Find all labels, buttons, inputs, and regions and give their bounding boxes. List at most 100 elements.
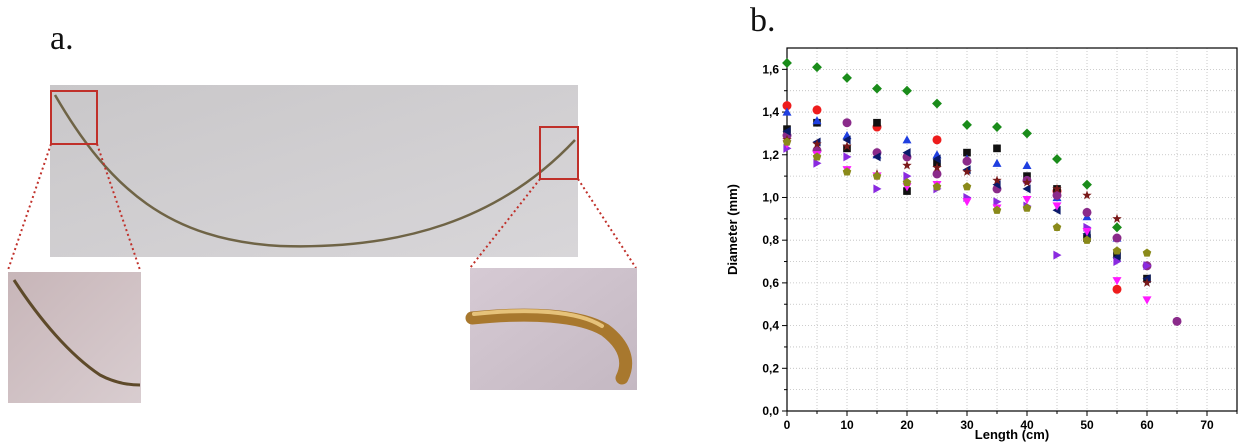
data-point xyxy=(1052,205,1061,215)
data-point xyxy=(842,167,852,176)
data-point xyxy=(1052,183,1062,193)
data-point xyxy=(992,205,1002,214)
data-point xyxy=(1172,316,1182,326)
connector-left-1 xyxy=(7,143,52,271)
hair-strand xyxy=(53,94,576,248)
data-point xyxy=(782,137,792,146)
data-point xyxy=(1082,190,1092,200)
data-point xyxy=(873,184,882,194)
data-point xyxy=(812,139,822,149)
y-tick-label: 0,8 xyxy=(762,233,779,247)
data-point xyxy=(1082,179,1092,190)
y-tick-label: 1,6 xyxy=(762,62,779,76)
data-point xyxy=(1022,177,1032,187)
connector-right-2 xyxy=(577,178,637,269)
data-point xyxy=(902,178,912,187)
y-axis-label: Diameter (mm) xyxy=(725,184,740,275)
data-point xyxy=(932,135,942,145)
plot-frame xyxy=(786,47,1238,412)
data-point xyxy=(962,198,972,207)
data-point xyxy=(1082,207,1092,217)
x-tick-label: 30 xyxy=(960,418,974,432)
data-point xyxy=(902,148,911,158)
data-point xyxy=(932,182,942,191)
data-point xyxy=(1052,190,1062,200)
data-point xyxy=(902,85,912,96)
data-point xyxy=(783,143,792,153)
zoom-box-left xyxy=(50,90,98,145)
data-point xyxy=(902,135,912,144)
zoom-box-right xyxy=(539,126,579,180)
data-point xyxy=(1082,235,1092,244)
data-point xyxy=(843,144,851,153)
data-point xyxy=(1112,233,1122,243)
chart-axes: 0 10 20 30 40 50 60 70 0,0 0,2 0,4 0,6 0,8 1,0 1,2 1,4 1… xyxy=(762,47,1238,432)
data-point xyxy=(782,57,792,68)
data-point xyxy=(812,152,822,161)
data-point xyxy=(962,166,972,176)
y-tick-label: 0,2 xyxy=(762,361,779,375)
y-tick-label: 0,0 xyxy=(762,404,779,418)
connector-left-2 xyxy=(96,143,141,271)
data-point xyxy=(1022,128,1032,139)
data-point xyxy=(1112,213,1122,223)
data-point xyxy=(812,62,822,73)
data-point xyxy=(812,116,822,125)
data-point xyxy=(1142,274,1151,284)
data-point xyxy=(1112,284,1122,294)
panel-a-label: a. xyxy=(50,20,74,57)
data-point xyxy=(962,182,972,191)
data-point xyxy=(1052,154,1062,164)
y-tick-label: 1,2 xyxy=(762,148,779,162)
data-point xyxy=(842,118,852,128)
data-point xyxy=(1112,252,1121,262)
inset-left-strand xyxy=(12,279,141,387)
data-point xyxy=(962,119,972,130)
diameter-length-chart: 0 10 20 30 40 50 60 70 0,0 0,2 0,4 0,6 0,8 1,0 1,2 1,4 1… xyxy=(725,47,1238,442)
inset-right-strand xyxy=(465,308,633,385)
data-point xyxy=(1052,202,1062,211)
data-point xyxy=(1022,203,1032,212)
chart-grid xyxy=(786,47,1238,412)
data-point xyxy=(1112,246,1122,255)
hair-photo-panel xyxy=(7,85,637,403)
data-point xyxy=(842,135,851,145)
data-point xyxy=(872,83,882,94)
data-point xyxy=(873,118,881,127)
data-point xyxy=(992,158,1002,167)
y-tick-label: 0,6 xyxy=(762,276,779,290)
data-point xyxy=(992,175,1002,185)
data-point xyxy=(1113,257,1122,267)
data-point xyxy=(1052,222,1062,232)
data-point xyxy=(1022,160,1032,170)
chart-marks xyxy=(782,57,1182,326)
data-point xyxy=(932,162,942,172)
data-point xyxy=(1022,196,1032,205)
data-point xyxy=(812,105,822,115)
data-point xyxy=(842,141,852,151)
data-point xyxy=(1142,248,1152,257)
data-point xyxy=(872,152,881,162)
data-point xyxy=(1112,222,1122,233)
y-tick-label: 1,0 xyxy=(762,190,779,204)
data-point xyxy=(992,122,1002,132)
x-axis-label: Length (cm) xyxy=(975,427,1049,442)
data-point xyxy=(1142,277,1152,287)
data-point xyxy=(1053,250,1062,260)
x-tick-label: 10 xyxy=(840,418,854,432)
data-point xyxy=(782,126,791,136)
y-tick-label: 1,4 xyxy=(762,105,779,119)
data-point xyxy=(1022,184,1031,194)
data-point xyxy=(962,156,972,166)
y-tick-label: 0,4 xyxy=(762,319,779,333)
data-point xyxy=(963,148,971,157)
data-point xyxy=(1082,228,1092,237)
data-point xyxy=(872,171,882,180)
x-tick-label: 20 xyxy=(900,418,914,432)
data-point xyxy=(1143,261,1152,271)
x-tick-label: 60 xyxy=(1140,418,1154,432)
x-tick-label: 40 xyxy=(1020,418,1034,432)
data-point xyxy=(782,101,792,111)
data-point xyxy=(1142,296,1152,305)
data-point xyxy=(843,152,852,162)
